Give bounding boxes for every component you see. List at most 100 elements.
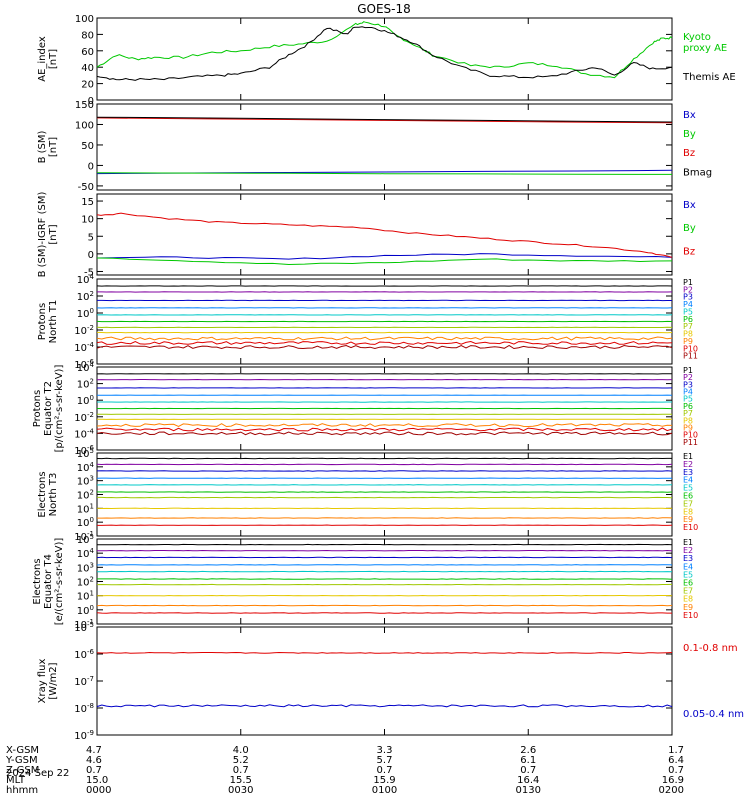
y-tick-label: 104 [77,361,95,374]
series-line [97,346,672,349]
ephemeris-value: 0100 [372,785,397,796]
series-line [97,27,672,81]
y-tick-label: -50 [78,182,94,193]
y-axis-label: [nT] [48,224,59,244]
y-axis-label: Xray flux [37,659,48,704]
y-tick-label: 20 [81,80,94,91]
legend-entry: E10 [683,611,698,620]
ephemeris-value: 0200 [659,785,684,796]
legend-entry: Bz [683,148,695,159]
y-tick-label: 50 [81,141,94,152]
y-tick-label: 100 [77,394,94,407]
series-line [97,258,672,265]
legend-entry: Themis AE [682,72,736,83]
series-line [97,342,672,345]
y-tick-label: 10-4 [74,341,94,354]
y-tick-label: 10-4 [74,427,94,440]
series-line [97,254,672,260]
y-tick-label: 10-2 [74,411,94,424]
y-tick-label: 104 [77,461,95,474]
series-line [97,424,672,427]
series-line [97,117,672,122]
y-tick-label: 10-2 [74,324,94,337]
series-line [97,705,672,707]
y-tick-label: 15 [81,197,94,208]
y-tick-label: 10-9 [74,729,94,742]
ephemeris-value: 0130 [516,785,541,796]
series-line [97,118,672,123]
panel-xray: Xray flux[W/m2]0.1-0.8 nm0.05-0.4 nm [37,627,744,735]
y-axis-label: North T1 [48,300,59,344]
y-tick-label: 10-5 [74,621,94,634]
plot-title: GOES-18 [357,2,411,16]
y-tick-label: 80 [81,30,94,41]
y-tick-label: 0 [88,250,94,261]
y-axis-label: [nT] [48,137,59,157]
y-tick-label: 150 [75,100,94,111]
y-tick-label: 103 [77,561,94,574]
legend-entry: P11 [683,438,698,447]
series-line [97,173,672,175]
y-tick-label: 0 [88,161,94,172]
y-axis-label: [e/(cm²-s-sr-keV)] [54,538,65,626]
date-label: 2024 Sep 22 [6,768,69,779]
y-tick-label: 100 [77,516,94,529]
legend-entry: Bx [683,200,696,211]
legend-entry: By [683,223,696,234]
legend-entry: Bx [683,110,696,121]
legend-entry: P11 [683,352,698,361]
y-tick-label: 101 [77,590,94,603]
y-tick-label: 10-6 [74,648,94,661]
y-axis-label: Electrons [32,558,43,604]
y-tick-label: 104 [77,547,95,560]
panel-frame [97,453,672,536]
y-axis-label: Electrons [37,471,48,517]
y-tick-label: 100 [77,604,94,617]
y-axis-label: [nT] [48,49,59,69]
y-tick-label: 102 [77,489,94,502]
y-tick-label: 101 [77,502,94,515]
y-tick-label: 100 [75,14,94,25]
legend-entry: By [683,129,696,140]
y-tick-label: 100 [77,307,94,320]
y-tick-label: 102 [77,290,94,303]
series-line [97,337,672,340]
legend-entry: 0.05-0.4 nm [683,709,744,720]
ephemeris-value: 0030 [228,785,253,796]
ephemeris-value: 0000 [86,785,111,796]
y-tick-label: 10 [81,215,94,226]
y-tick-label: 40 [81,63,94,74]
y-tick-label: 105 [77,533,94,546]
legend-entry: Bz [683,246,695,257]
y-axis-label: B (SM) [37,130,48,163]
y-tick-label: 105 [77,447,94,460]
y-axis-label: Protons [32,390,43,427]
y-tick-label: 103 [77,475,94,488]
y-tick-label: 102 [77,378,94,391]
y-axis-label: AE_index [37,36,48,82]
series-line [97,428,672,431]
panel-frame [97,104,672,190]
y-axis-label: Protons [37,303,48,340]
series-line [97,432,672,435]
panel-frame [97,539,672,624]
y-axis-label: B (SM)-IGRF (SM) [37,192,48,278]
y-axis-label: [p/(cm²-s-sr-keV)] [54,365,65,453]
y-tick-label: 5 [88,232,94,243]
y-axis-label: North T3 [48,473,59,517]
legend-entry: Kyoto [683,32,711,43]
y-axis-label: [W/m2] [48,662,59,699]
y-tick-label: 104 [77,273,95,286]
series-line [97,653,672,654]
legend-entry: proxy AE [683,43,727,54]
y-tick-label: 60 [81,47,94,58]
y-axis-label: Equator T4 [43,554,54,609]
y-tick-label: 100 [75,120,94,131]
